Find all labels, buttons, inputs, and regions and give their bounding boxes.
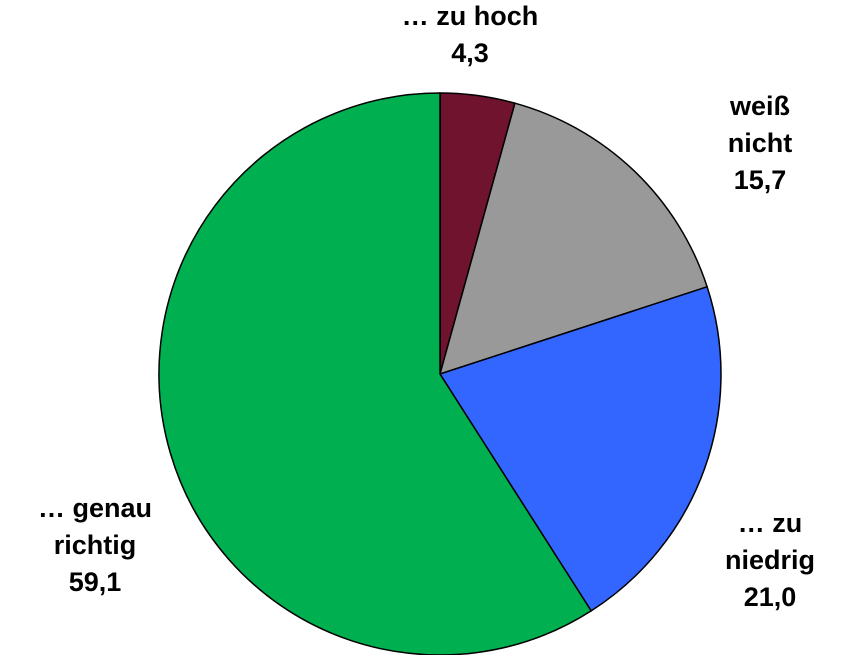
slice-category: weiß nicht [727, 91, 793, 158]
slice-category: … zu hoch [401, 1, 539, 31]
slice-category: … zu niedrig [724, 508, 815, 575]
slice-value: 4,3 [451, 38, 489, 68]
slice-category: … genau richtig [37, 493, 152, 560]
slice-value: 21,0 [743, 582, 797, 612]
slice-label: … zu niedrig 21,0 [700, 505, 840, 616]
pie-slice [438, 285, 722, 612]
slice-value: 15,7 [733, 165, 787, 195]
slice-value: 59,1 [68, 567, 122, 597]
slice-label: weiß nicht 15,7 [660, 88, 848, 199]
pie-slice [438, 102, 709, 376]
slice-label: … genau richtig 59,1 [5, 490, 185, 601]
slice-label: … zu hoch 4,3 [400, 0, 540, 72]
